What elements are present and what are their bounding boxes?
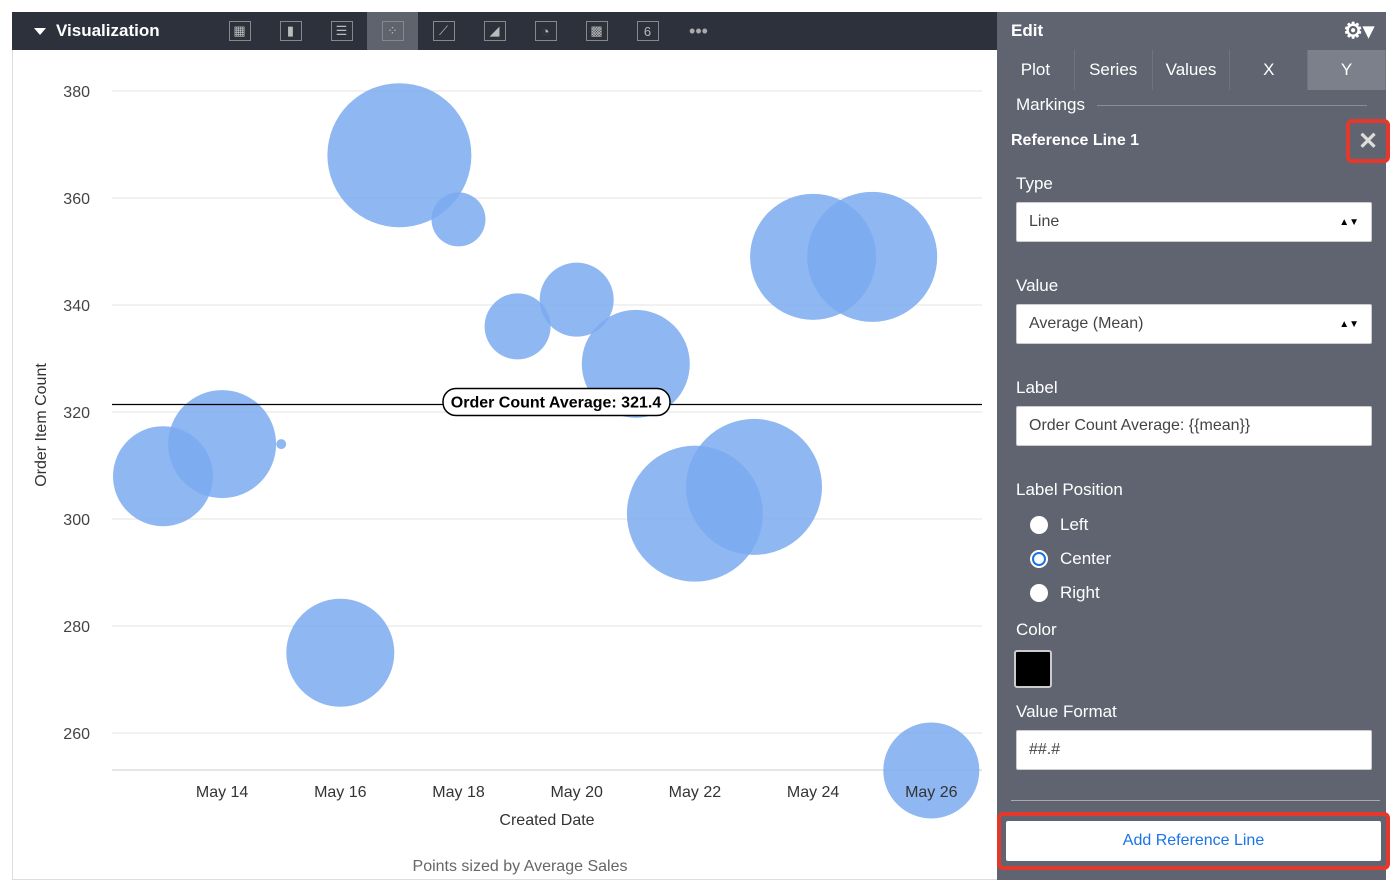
bubble[interactable] bbox=[276, 439, 287, 450]
single-value-icon: 6 bbox=[636, 21, 659, 41]
tab-series[interactable]: Series bbox=[1075, 50, 1153, 90]
table-icon: ▦ bbox=[228, 21, 251, 41]
visualization-toolbar: Visualization ▦ ▮ ☰ ⁘ ⟋ ◢ ◔ ▩ 6 ••• bbox=[12, 12, 997, 50]
bubble[interactable] bbox=[807, 191, 938, 322]
remove-reference-line-button[interactable]: ✕ bbox=[1346, 119, 1390, 163]
x-tick-label: May 14 bbox=[196, 784, 249, 801]
bubble[interactable] bbox=[431, 192, 486, 247]
x-tick-label: May 26 bbox=[905, 784, 958, 801]
bubble[interactable] bbox=[883, 722, 980, 819]
column-chart-button[interactable]: ▮ bbox=[265, 12, 316, 50]
type-select[interactable]: Line ▲▼ bbox=[1016, 202, 1372, 242]
scatter-chart-icon: ⁘ bbox=[381, 21, 404, 41]
value-select[interactable]: Average (Mean) ▲▼ bbox=[1016, 304, 1372, 344]
bubble[interactable] bbox=[484, 293, 551, 360]
map-button[interactable]: ▩ bbox=[571, 12, 622, 50]
y-tick-label: 320 bbox=[63, 405, 90, 422]
select-arrows-icon: ▲▼ bbox=[1339, 216, 1359, 228]
tab-values[interactable]: Values bbox=[1153, 50, 1231, 90]
label-position-label: Label Position bbox=[1016, 480, 1123, 499]
label-input[interactable]: Order Count Average: {{mean}} bbox=[1016, 406, 1372, 446]
radio-button[interactable] bbox=[1030, 516, 1048, 534]
value-format-label: Value Format bbox=[1016, 702, 1117, 721]
radio-label: Left bbox=[1060, 515, 1089, 534]
panel-title: Edit bbox=[1011, 21, 1044, 40]
scatter-chart-button[interactable]: ⁘ bbox=[367, 12, 418, 50]
reference-line-label-box bbox=[442, 387, 671, 417]
tab-plot[interactable]: Plot bbox=[997, 50, 1075, 90]
y-tick-label: 380 bbox=[63, 84, 90, 101]
pie-chart-icon: ◔ bbox=[534, 21, 557, 41]
bubble[interactable] bbox=[327, 83, 472, 228]
section-title: Markings bbox=[1016, 95, 1085, 114]
y-tick-label: 260 bbox=[63, 726, 90, 743]
tab-x[interactable]: X bbox=[1230, 50, 1309, 90]
radio-button[interactable] bbox=[1030, 584, 1048, 602]
bubble[interactable] bbox=[286, 598, 395, 707]
color-label: Color bbox=[1016, 620, 1057, 639]
caret-down-icon bbox=[34, 27, 46, 35]
value-format-input[interactable]: ##.# bbox=[1016, 730, 1372, 770]
bar-chart-button[interactable]: ☰ bbox=[316, 12, 367, 50]
divider bbox=[1011, 800, 1380, 801]
visualization-title: Visualization bbox=[56, 21, 160, 40]
label-label: Label bbox=[1016, 378, 1058, 397]
tab-y[interactable]: Y bbox=[1308, 50, 1386, 90]
table-button[interactable]: ▦ bbox=[214, 12, 265, 50]
visualization-toggle[interactable]: Visualization bbox=[34, 21, 214, 41]
reference-line-label: Order Count Average: 321.4 bbox=[451, 395, 662, 412]
x-tick-label: May 18 bbox=[432, 784, 485, 801]
chart-footnote: Points sized by Average Sales bbox=[413, 858, 628, 875]
radio-button[interactable] bbox=[1030, 550, 1048, 568]
bubble[interactable] bbox=[686, 418, 822, 555]
scatter-chart: 260 280 300 320 340 360 380 May 14 May 16 May 18 M… bbox=[33, 83, 982, 875]
x-tick-label: May 22 bbox=[669, 784, 722, 801]
radio-label: Right bbox=[1060, 583, 1100, 602]
y-tick-label: 340 bbox=[63, 298, 90, 315]
y-tick-label: 360 bbox=[63, 191, 90, 208]
area-chart-icon: ◢ bbox=[483, 21, 506, 41]
type-label: Type bbox=[1016, 174, 1053, 193]
y-tick-label: 300 bbox=[63, 512, 90, 529]
single-value-button[interactable]: 6 bbox=[622, 12, 673, 50]
radio-left[interactable]: Left bbox=[997, 508, 1386, 542]
type-value: Line bbox=[1029, 213, 1060, 230]
reference-line-title: Reference Line 1 bbox=[1011, 132, 1140, 149]
y-tick-label: 280 bbox=[63, 619, 90, 636]
divider bbox=[1096, 104, 1367, 106]
x-tick-label: May 16 bbox=[314, 784, 367, 801]
bar-chart-icon: ☰ bbox=[330, 21, 353, 41]
x-axis-title: Created Date bbox=[499, 812, 594, 829]
bubble[interactable] bbox=[539, 262, 614, 337]
value-format-value: ##.# bbox=[1029, 741, 1061, 758]
add-reference-line-button[interactable]: Add Reference Line bbox=[1006, 821, 1381, 861]
edit-panel: Edit ⚙▾ Plot Series Values X Y Markings Refer… bbox=[997, 12, 1390, 880]
line-chart-button[interactable]: ⟋ bbox=[418, 12, 469, 50]
select-arrows-icon: ▲▼ bbox=[1339, 318, 1359, 330]
radio-center[interactable]: Center bbox=[997, 542, 1386, 576]
more-icon: ••• bbox=[689, 20, 708, 41]
value-label: Value bbox=[1016, 276, 1059, 295]
value-value: Average (Mean) bbox=[1029, 315, 1144, 332]
map-icon: ▩ bbox=[585, 21, 608, 41]
y-axis-title: Order Item Count bbox=[33, 363, 50, 487]
label-value: Order Count Average: {{mean}} bbox=[1029, 417, 1251, 434]
radio-right[interactable]: Right bbox=[997, 576, 1386, 610]
color-swatch[interactable] bbox=[1014, 650, 1052, 688]
more-button[interactable]: ••• bbox=[673, 12, 724, 50]
gear-icon[interactable]: ⚙▾ bbox=[1343, 18, 1374, 43]
pie-chart-button[interactable]: ◔ bbox=[520, 12, 571, 50]
x-tick-label: May 24 bbox=[787, 784, 840, 801]
line-chart-icon: ⟋ bbox=[432, 21, 455, 41]
area-chart-button[interactable]: ◢ bbox=[469, 12, 520, 50]
highlight-box: Add Reference Line bbox=[997, 812, 1390, 870]
bubble[interactable] bbox=[168, 390, 277, 499]
column-chart-icon: ▮ bbox=[279, 21, 302, 41]
radio-label: Center bbox=[1060, 549, 1112, 568]
x-tick-label: May 20 bbox=[550, 784, 603, 801]
close-icon: ✕ bbox=[1357, 127, 1379, 155]
